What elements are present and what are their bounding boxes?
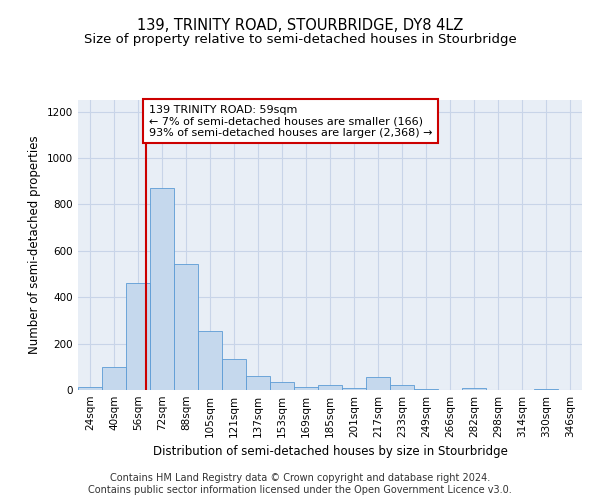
Bar [366,377,390,390]
Bar [294,386,318,390]
Bar [462,388,486,390]
Text: Contains HM Land Registry data © Crown copyright and database right 2024.
Contai: Contains HM Land Registry data © Crown c… [88,474,512,495]
Bar [78,386,102,390]
Bar [270,382,294,390]
Bar [534,389,558,390]
Bar [150,188,174,390]
Bar [198,331,222,390]
Bar [126,284,150,390]
Y-axis label: Number of semi-detached properties: Number of semi-detached properties [28,136,41,354]
Text: 139, TRINITY ROAD, STOURBRIDGE, DY8 4LZ: 139, TRINITY ROAD, STOURBRIDGE, DY8 4LZ [137,18,463,32]
Bar [318,386,342,390]
Text: 139 TRINITY ROAD: 59sqm
← 7% of semi-detached houses are smaller (166)
93% of se: 139 TRINITY ROAD: 59sqm ← 7% of semi-det… [149,104,432,138]
Bar [174,264,198,390]
Bar [414,389,438,390]
Bar [390,386,414,390]
Bar [222,358,246,390]
Text: Size of property relative to semi-detached houses in Stourbridge: Size of property relative to semi-detach… [83,32,517,46]
Bar [102,367,126,390]
X-axis label: Distribution of semi-detached houses by size in Stourbridge: Distribution of semi-detached houses by … [152,446,508,458]
Bar [246,376,270,390]
Bar [342,388,366,390]
